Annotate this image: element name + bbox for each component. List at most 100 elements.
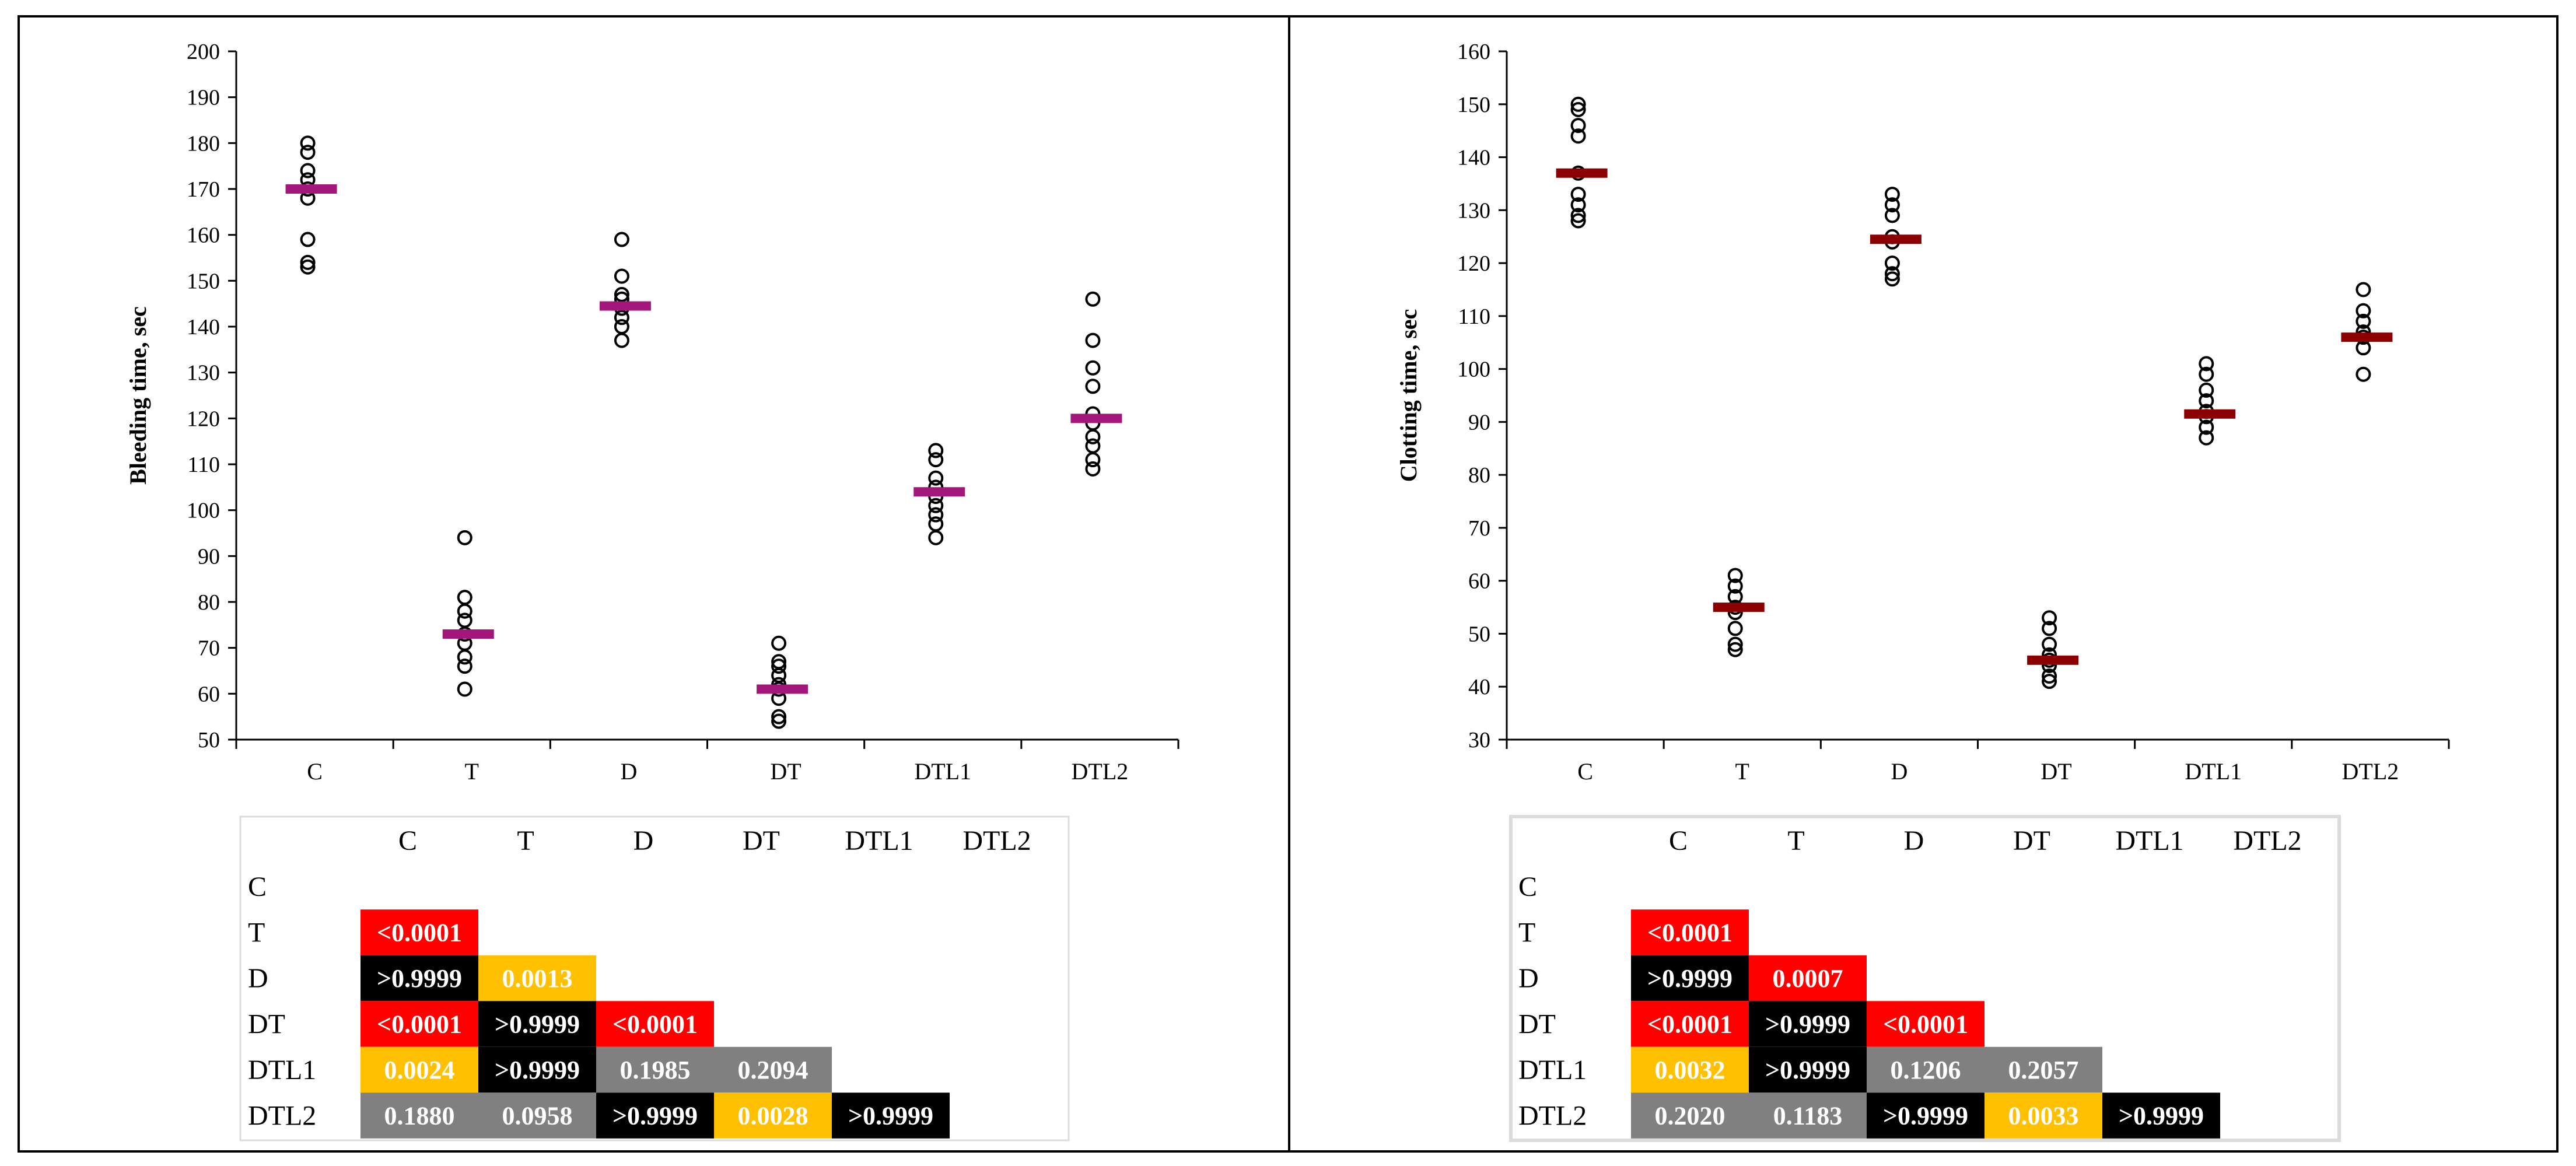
pvalue-cell xyxy=(478,955,596,1002)
pvalue-cell-text: <0.0001 xyxy=(377,919,462,947)
data-point xyxy=(614,332,629,348)
pvalue-cell-text: 0.0958 xyxy=(502,1102,573,1130)
data-point xyxy=(300,135,316,151)
mean-bar-c xyxy=(285,184,337,194)
mean-bar-dtl2 xyxy=(1070,414,1122,423)
data-point xyxy=(1884,187,1900,202)
data-point xyxy=(928,452,944,468)
mean-bar-t xyxy=(442,629,494,639)
y-tick-label: 140 xyxy=(1457,146,1490,170)
table-row-header: T xyxy=(1518,918,1535,948)
pvalue-cell-text: >0.9999 xyxy=(495,1056,580,1084)
data-point xyxy=(1085,429,1101,444)
table-col-header: T xyxy=(1787,825,1804,856)
pvalue-cell xyxy=(1749,1093,1867,1139)
data-point xyxy=(300,145,316,160)
pvalue-cell xyxy=(596,1001,714,1047)
data-point xyxy=(771,713,787,729)
pvalue-cell-text: 0.1183 xyxy=(1773,1102,1843,1130)
data-point xyxy=(1570,213,1586,229)
x-tick-label-dt: DT xyxy=(2041,758,2071,785)
y-tick-label: 140 xyxy=(187,315,220,339)
y-tick-label: 100 xyxy=(1457,358,1490,382)
clotting-time-chart: 30 40 50 60 70 80 90 100 110 120 130 140 150 160 Clott… xyxy=(1395,40,2450,785)
data-point xyxy=(457,659,473,674)
data-point xyxy=(771,635,787,651)
pvalue-cell xyxy=(360,955,478,1002)
x-tick-label-dtl1: DTL1 xyxy=(914,758,971,785)
mean-bar-d xyxy=(1870,234,1922,244)
data-point xyxy=(2199,393,2214,409)
table-row-header: C xyxy=(1518,871,1537,902)
pvalue-cell-text: <0.0001 xyxy=(377,1010,462,1039)
pvalue-cell-text: 0.0033 xyxy=(2008,1102,2079,1130)
y-tick-label: 50 xyxy=(1468,622,1490,646)
pvalue-cell xyxy=(1867,1001,1985,1047)
table-col-header: D xyxy=(634,825,654,856)
data-point xyxy=(928,443,944,458)
y-tick-label: 200 xyxy=(187,40,220,64)
data-point xyxy=(300,254,316,270)
data-point xyxy=(1884,197,1900,213)
table-row-header: C xyxy=(248,871,267,902)
data-point xyxy=(2042,674,2057,689)
table-col-header: DTL2 xyxy=(963,825,1031,856)
data-point xyxy=(1085,379,1101,394)
pvalue-cell-text: >0.9999 xyxy=(377,964,462,993)
x-tick-label-c: C xyxy=(307,758,323,785)
x-tick-label-d: D xyxy=(620,758,637,785)
pvalue-cell-text: >0.9999 xyxy=(495,1010,580,1039)
bleeding-time-chart: 50 60 70 80 90 100 110 120 130 140 150 160 170 180 190… xyxy=(125,40,1180,785)
table-col-header: DTL1 xyxy=(2115,825,2183,856)
y-tick-label: 170 xyxy=(187,177,220,202)
table-row-header: DTL1 xyxy=(248,1055,316,1086)
data-point xyxy=(928,507,944,523)
y-tick-label: 60 xyxy=(1468,569,1490,594)
data-point xyxy=(1570,118,1586,134)
pvalue-cell-text: 0.0013 xyxy=(502,964,573,993)
pvalue-cell xyxy=(1631,955,1749,1002)
data-point xyxy=(457,681,473,697)
table-row-header: D xyxy=(1518,963,1539,994)
y-tick-label: 120 xyxy=(187,407,220,431)
data-point xyxy=(614,310,629,325)
pvalue-cell xyxy=(714,1093,832,1139)
y-tick-label: 100 xyxy=(187,499,220,523)
pvalue-cell xyxy=(1631,1046,1749,1093)
x-tick-label-dtl2: DTL2 xyxy=(2342,758,2399,785)
pvalue-cell-text: 0.1206 xyxy=(1891,1056,1961,1084)
table-col-header: T xyxy=(517,825,534,856)
data-point xyxy=(2199,430,2214,446)
x-tick-label-t: T xyxy=(1735,758,1749,785)
pvalue-cell xyxy=(1867,1093,1985,1139)
pvalue-cell-text: <0.0001 xyxy=(1883,1010,1968,1039)
data-point xyxy=(1085,461,1101,477)
pvalue-cell-text: <0.0001 xyxy=(1647,1010,1732,1039)
data-point xyxy=(2042,610,2057,626)
data-point xyxy=(300,232,316,247)
x-tick-label-d: D xyxy=(1891,758,1908,785)
data-point xyxy=(2356,282,2371,297)
pvalue-cell xyxy=(1631,1093,1749,1139)
table-col-header: DTL2 xyxy=(2233,825,2301,856)
pvalue-cell-text: >0.9999 xyxy=(1765,1010,1850,1039)
data-point xyxy=(1727,636,1743,652)
y-tick-label: 80 xyxy=(1468,463,1490,488)
pvalue-cell-text: >0.9999 xyxy=(1883,1102,1968,1130)
pvalue-cell xyxy=(478,1093,596,1139)
pvalue-cell-text: >0.9999 xyxy=(2119,1102,2204,1130)
data-point xyxy=(1570,96,1586,112)
data-point xyxy=(2199,419,2214,435)
pvalue-cell xyxy=(1985,1093,2102,1139)
data-point xyxy=(2199,382,2214,398)
data-point xyxy=(1727,568,1743,583)
x-tick-label-dt: DT xyxy=(770,758,801,785)
data-point xyxy=(771,659,787,674)
table-col-header: DT xyxy=(2013,825,2050,856)
x-tick-label-c: C xyxy=(1577,758,1593,785)
y-tick-label: 150 xyxy=(1457,93,1490,117)
data-point xyxy=(1727,578,1743,594)
data-point xyxy=(457,530,473,545)
data-point xyxy=(2042,668,2057,684)
